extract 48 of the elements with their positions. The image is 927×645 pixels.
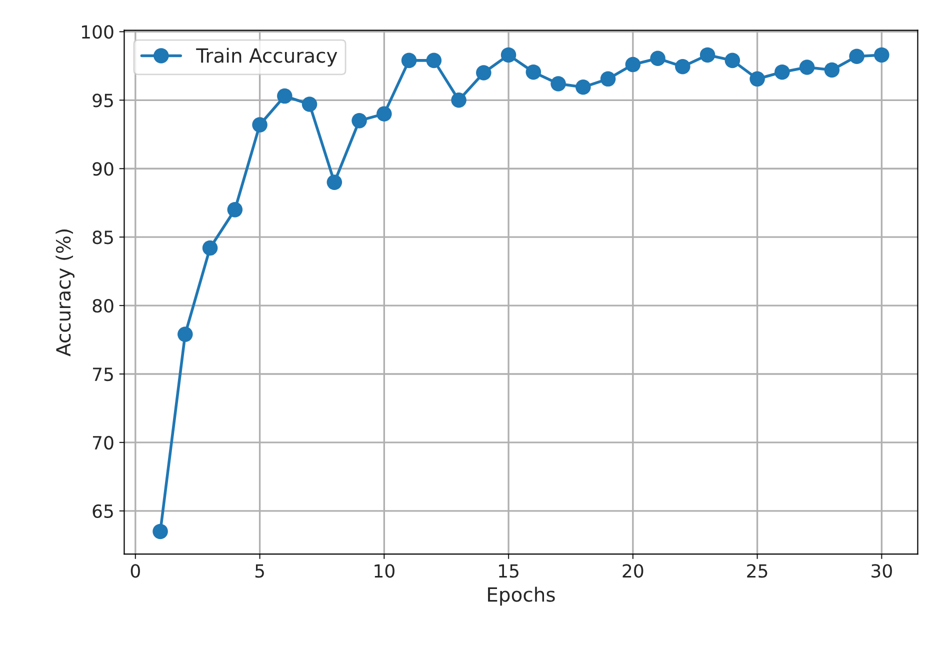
y-tick-label: 90 <box>92 162 114 176</box>
y-tick-label: 65 <box>92 504 113 518</box>
y-tick-label: 100 <box>82 25 114 39</box>
point <box>376 106 392 122</box>
x-tick-label: 20 <box>622 564 644 578</box>
point <box>849 48 864 64</box>
point <box>451 92 466 108</box>
point <box>277 88 292 104</box>
x-tick-label: 30 <box>872 564 892 578</box>
point <box>576 80 591 95</box>
point <box>774 64 790 80</box>
point <box>252 117 268 132</box>
x-tick-label: 15 <box>499 564 518 578</box>
point <box>202 240 218 256</box>
x-tick-label: 10 <box>374 564 394 578</box>
y-tick-label: 80 <box>92 298 114 313</box>
y-axis-title: Accuracy (%) <box>56 230 74 356</box>
point <box>700 47 716 63</box>
point <box>178 326 193 342</box>
x-tick-label: 25 <box>747 564 768 578</box>
point <box>426 52 442 68</box>
legend-label: Train Accuracy <box>196 48 338 67</box>
point <box>724 52 740 68</box>
x-axis-title: Epochs <box>488 586 555 606</box>
point <box>750 71 765 87</box>
point <box>352 113 367 128</box>
y-tick-label: 85 <box>92 230 113 244</box>
point <box>625 56 641 72</box>
point <box>500 47 516 63</box>
x-tick-label: 0 <box>130 564 140 578</box>
x-tick-label: 5 <box>255 564 264 578</box>
point <box>799 60 815 75</box>
point <box>476 65 492 80</box>
point <box>227 202 243 218</box>
y-tick-label: 75 <box>93 368 113 382</box>
y-tick-label: 95 <box>92 94 113 108</box>
point <box>550 76 566 92</box>
point <box>600 71 616 87</box>
y-tick-label: 70 <box>93 436 114 450</box>
point <box>874 47 890 63</box>
point <box>302 96 318 112</box>
point <box>824 62 840 78</box>
point <box>650 50 666 66</box>
point <box>152 524 168 540</box>
point <box>326 174 342 190</box>
point <box>675 58 690 74</box>
point <box>526 64 542 80</box>
point <box>401 52 417 68</box>
